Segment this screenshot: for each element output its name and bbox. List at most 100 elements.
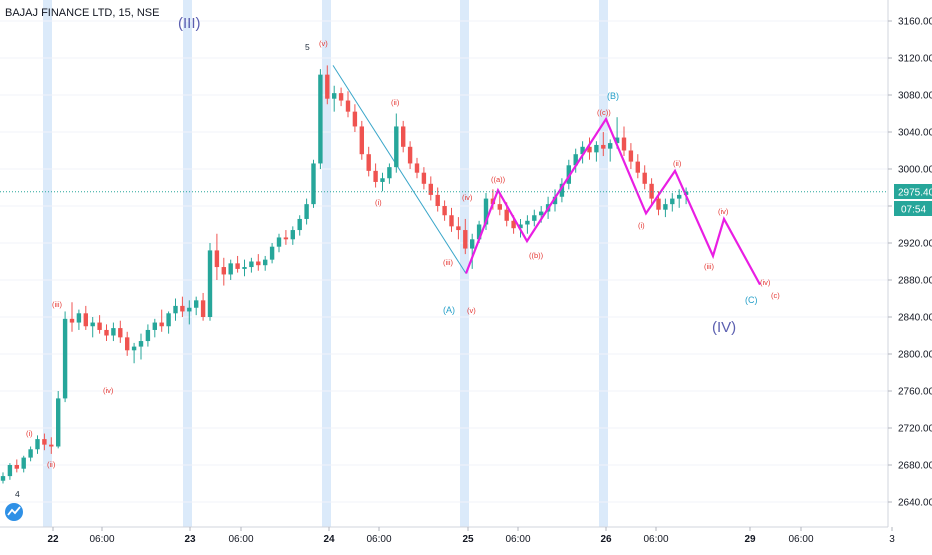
candle [642,165,647,190]
wave-label-iii: (iii) [52,300,62,309]
wave-label-a: ((a)) [491,175,506,184]
candle [90,317,95,338]
candle-body [256,261,261,266]
wave-projection [464,116,761,286]
candle [359,120,364,160]
current-price-badge [894,184,932,199]
candle [552,189,558,212]
candle [166,311,171,334]
wave-label-A: (A) [443,305,455,315]
time-tick-label: 25 [462,534,474,545]
candle [325,65,330,105]
candle [256,254,261,271]
candle-body [159,322,164,327]
candle [194,296,199,316]
candle [311,159,316,208]
candle-body [428,183,433,195]
candle [7,463,13,480]
candle [573,148,578,173]
time-tick-label: 06:00 [366,534,391,545]
time-tick-label: 06:00 [228,534,253,545]
wave-label-ii: (ii) [391,98,400,107]
candle-body [249,261,254,268]
candle [187,300,192,325]
countdown-value: 07:54 [901,205,926,216]
candle [180,296,185,317]
candle [559,178,565,203]
candle [76,309,82,330]
wave-label-i: (i) [638,221,645,230]
candle-body [97,322,102,330]
candle [97,315,102,334]
price-tick-label: 2680.00 [898,461,932,472]
price-tick-label: 3040.00 [898,128,932,139]
trendline [332,65,467,274]
session-band [599,0,608,527]
wave-label-C: (C) [745,295,758,305]
wave-label-iv: (iv) [718,207,729,216]
candle-body [677,194,682,199]
candle [373,163,378,188]
wave-label-ii: (ii) [47,460,56,469]
candle [345,91,351,118]
candle-body [297,218,302,231]
candle-body [200,300,206,317]
candle-body [649,183,654,199]
price-axis[interactable]: 3160.003120.003080.003040.003000.002960.… [887,0,932,527]
candle-body [407,146,413,164]
candle [677,189,682,208]
candle [628,143,634,169]
candle-body [0,476,6,481]
candle-body [476,224,482,240]
time-ticks: 22 06:00 23 06:00 24 06:00 25 06:00 26 06:00 29 06:… [47,527,895,545]
candle-body [621,137,627,151]
price-tick-label: 3000.00 [898,165,932,176]
tradingview-logo-icon[interactable] [5,503,23,521]
symbol-title: BAJAJ FINANCE LTD, 15, NSE [5,7,159,19]
wave-label-III: (III) [178,15,201,32]
candle-body [14,465,19,469]
candle [394,113,399,173]
candle [28,446,33,462]
candle-body [352,111,358,127]
wave-label-5: 5 [305,42,310,52]
time-tick-label: 26 [600,534,612,545]
candle [525,215,530,234]
candle-body [21,457,26,469]
candle-body [614,137,620,144]
candle-body [470,239,475,249]
candle [62,311,68,403]
candle-body [118,328,123,338]
candle-body [49,444,54,447]
candle [49,437,54,454]
candle [366,146,371,177]
candle-body [214,250,220,268]
wave-label-ii: (ii) [673,159,682,168]
candle [118,320,123,343]
candle [249,257,254,273]
price-tick-label: 3160.00 [898,17,932,28]
candle [338,87,344,107]
candle-body [28,449,33,458]
wave-label-c: ((c)) [597,108,611,117]
candle [635,154,640,179]
candle-body [656,198,661,210]
candle-body [497,204,502,210]
candle [221,257,226,286]
candle [387,163,392,184]
candle-body [463,230,468,249]
candle-body [421,172,427,184]
candle [428,176,433,201]
candle-body [573,154,578,166]
candle [608,139,613,162]
candle-body [380,178,385,182]
candle [663,198,668,218]
candle-body [269,246,275,260]
candle-body [552,196,558,205]
candle [69,302,75,332]
time-tick-label: 29 [744,534,756,545]
candle-body [304,204,309,219]
time-axis[interactable]: 22 06:00 23 06:00 24 06:00 25 06:00 26 06:00 29 06:… [0,526,895,545]
